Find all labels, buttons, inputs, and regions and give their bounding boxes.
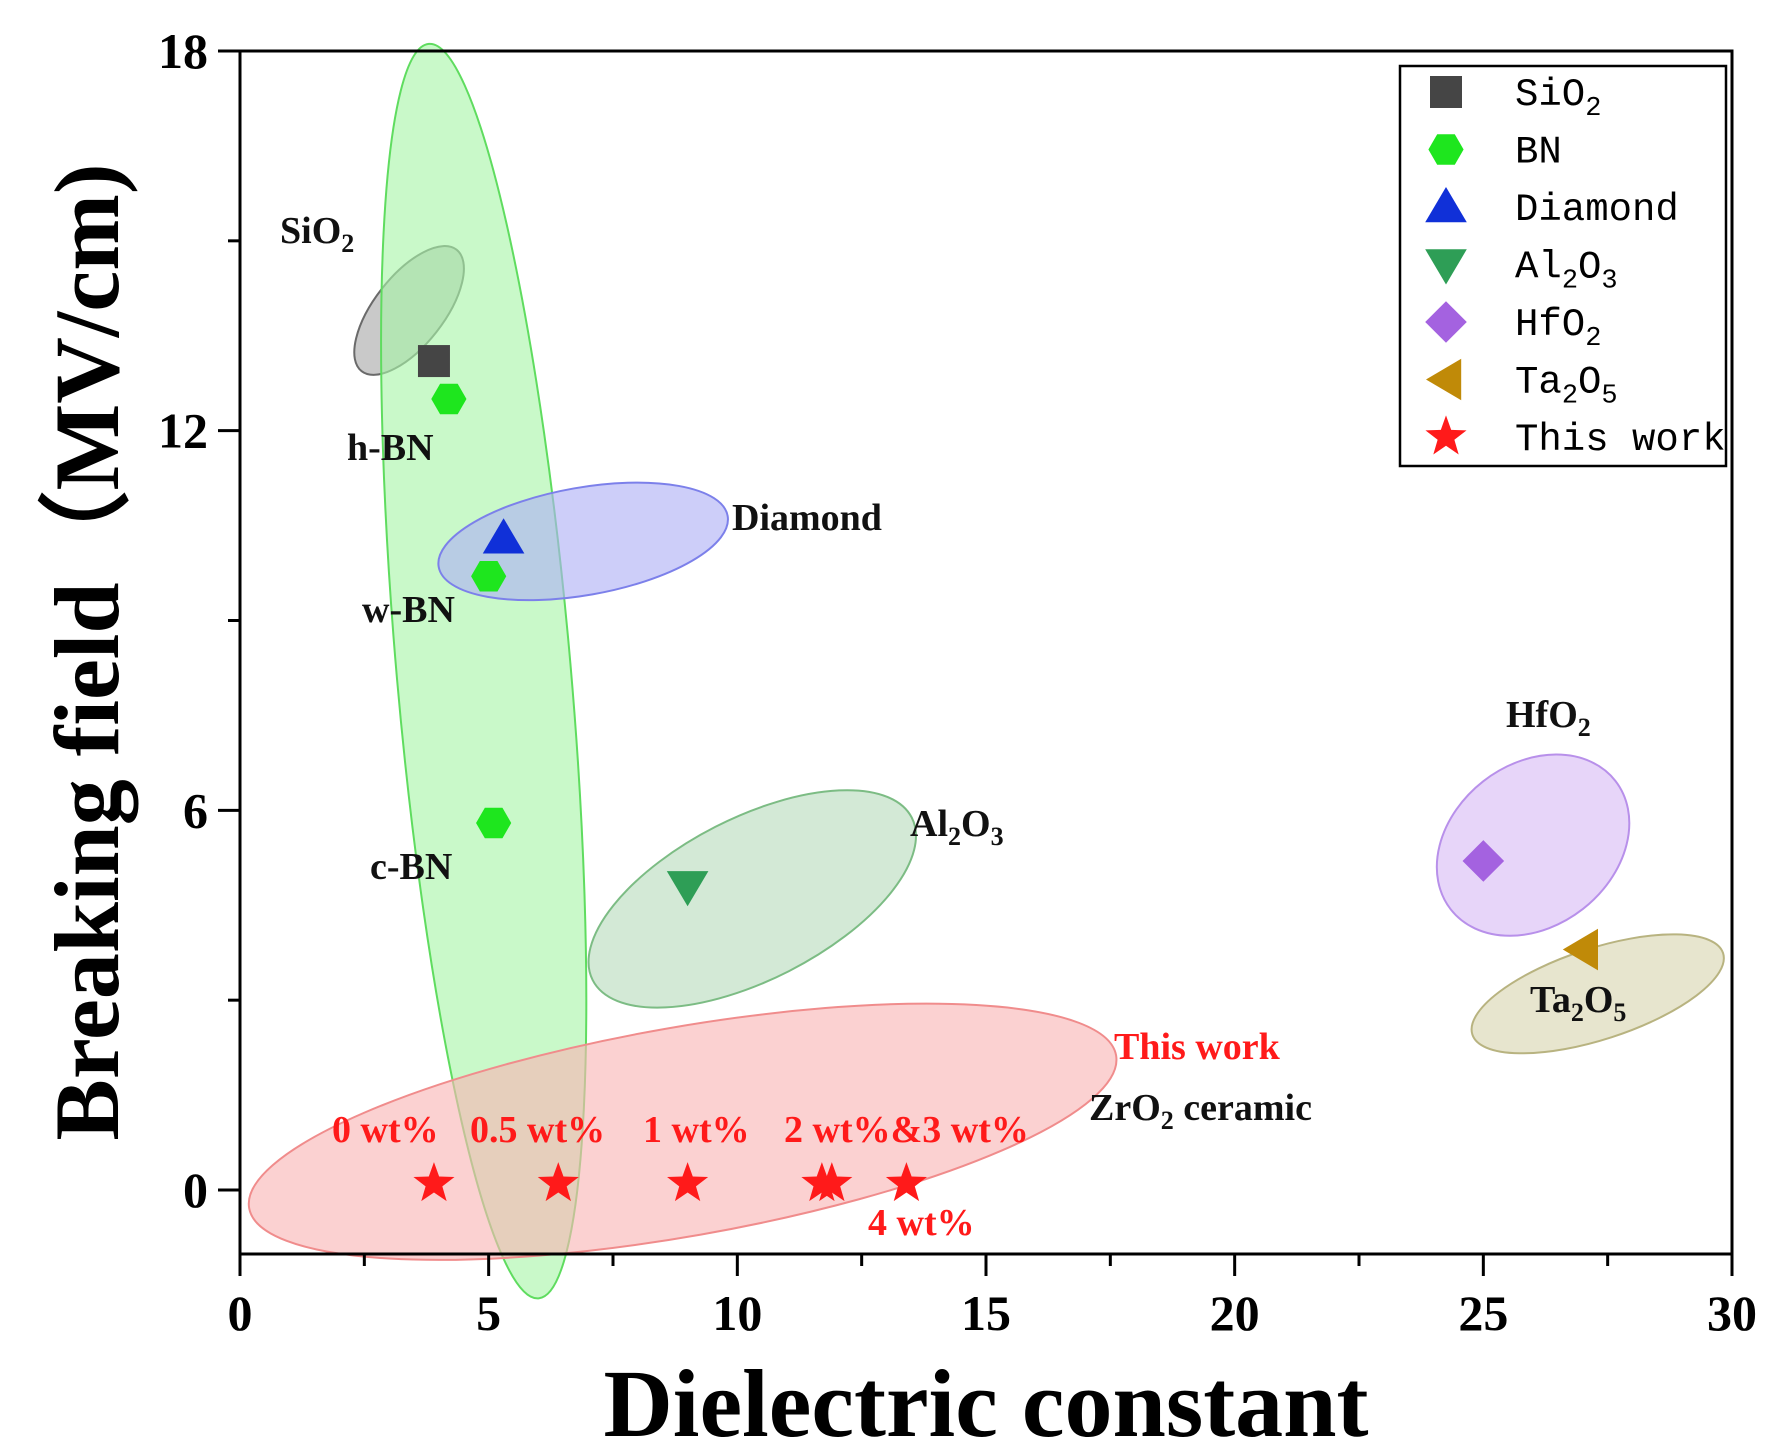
y-tick-label: 0 [183,1162,208,1218]
annotation-zro2: ZrO2 ceramic [1089,1087,1312,1135]
hfo2-region [1435,753,1631,937]
annotation-wt05: 0.5 wt% [470,1109,605,1151]
y-tick-label: 18 [158,23,208,79]
this-work-point [537,1162,579,1202]
x-tick-label: 10 [712,1285,762,1341]
bn-point [431,383,467,415]
annotation-wt23: 2 wt%&3 wt% [784,1109,1029,1151]
ticks-layer: 0 5 10 15 20 25 30 0 6 12 18 [158,23,1757,1341]
sio2-point [417,345,450,378]
this-work-point [413,1162,455,1202]
x-tick-label: 15 [961,1285,1011,1341]
al2o3-point [666,871,709,907]
diamond-point [482,518,525,554]
legend-marker-ta2o5 [1426,358,1462,401]
annotation-wt4: 4 wt% [868,1202,975,1244]
points-layer [413,345,1598,1202]
x-tick-label: 0 [228,1285,253,1341]
this-work-point [885,1162,927,1202]
legend-marker-this-work [1425,415,1467,455]
legend-label: BN [1515,131,1562,175]
annotation-ta2o5: Ta2O5 [1530,979,1626,1027]
legend-marker-sio2 [1430,76,1462,108]
annotation-sio2: SiO2 [280,210,354,258]
ta2o5-point [1562,928,1598,971]
x-tick-label: 5 [476,1285,501,1341]
annotation-wt0: 0 wt% [332,1109,439,1151]
y-tick-label: 6 [183,782,208,838]
legend: SiO2 BN Diamond Al2O3 HfO2 Ta2O5 This work [1398,64,1728,468]
this-work-region [247,1002,1118,1261]
legend-marker-al2o3 [1425,249,1467,285]
hfo2-point [1462,840,1505,882]
annotation-this-work: This work [1114,1026,1281,1068]
annotation-diamond: Diamond [732,497,882,539]
regions-layer [247,42,1725,1300]
annotation-wbn: w-BN [362,589,455,631]
annotations-layer: SiO2 h-BN Diamond w-BN c-BN Al2O3 HfO2 Ta2O5 Thi… [280,210,1626,1244]
legend-label: This work [1515,418,1726,462]
legend-label: Ta2O5 [1515,361,1618,412]
diamond-region [437,481,729,602]
annotation-cbn: c-BN [370,846,452,888]
this-work-point [667,1162,709,1202]
legend-marker-bn [1428,134,1464,165]
annotation-al2o3: Al2O3 [910,803,1004,851]
bn-point [476,807,512,839]
annotation-hbn: h-BN [347,427,434,469]
annotation-hfo2: HfO2 [1506,694,1591,742]
legend-label: Diamond [1515,188,1679,232]
x-tick-label: 30 [1707,1285,1757,1341]
x-axis-label: Dielectric constant [603,1350,1368,1454]
y-axis-label: Breaking field（MV/cm) [36,164,138,1141]
legend-label: Al2O3 [1515,246,1618,297]
x-tick-label: 25 [1458,1285,1508,1341]
this-work-point [811,1162,853,1202]
y-tick-label: 12 [158,403,208,459]
legend-marker-hfo2 [1425,301,1467,343]
al2o3-region [587,789,917,1009]
x-tick-label: 20 [1210,1285,1260,1341]
bn-point [471,560,507,592]
legend-label: HfO2 [1515,303,1601,354]
legend-marker-diamond [1425,187,1467,223]
legend-label: SiO2 [1515,73,1601,124]
annotation-wt1: 1 wt% [643,1109,750,1151]
